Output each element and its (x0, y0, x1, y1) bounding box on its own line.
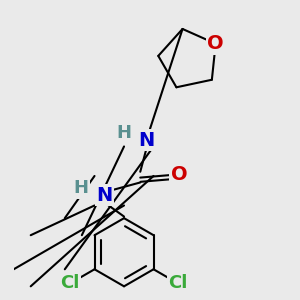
Text: Cl: Cl (168, 274, 188, 292)
Text: N: N (139, 131, 155, 150)
Text: Cl: Cl (60, 274, 80, 292)
Text: O: O (171, 166, 188, 184)
Text: N: N (96, 186, 113, 205)
Text: H: H (116, 124, 131, 142)
Text: O: O (207, 34, 224, 53)
Text: H: H (74, 179, 89, 197)
